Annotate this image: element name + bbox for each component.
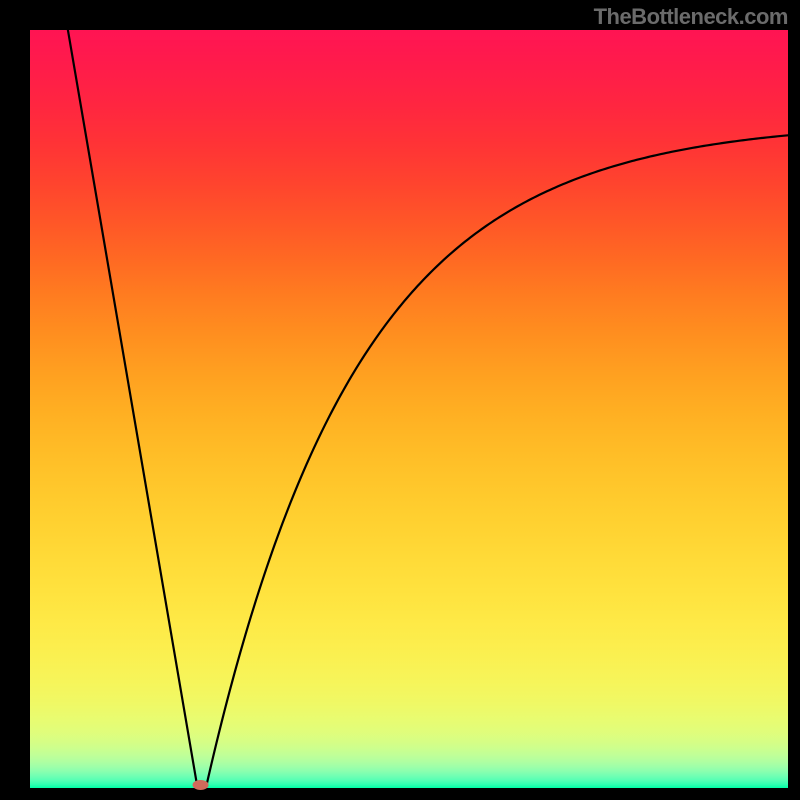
minimum-marker [193,780,209,790]
bottleneck-chart: TheBottleneck.com [0,0,800,800]
plot-background [30,30,788,788]
watermark-label: TheBottleneck.com [594,4,788,30]
chart-canvas [0,0,800,800]
